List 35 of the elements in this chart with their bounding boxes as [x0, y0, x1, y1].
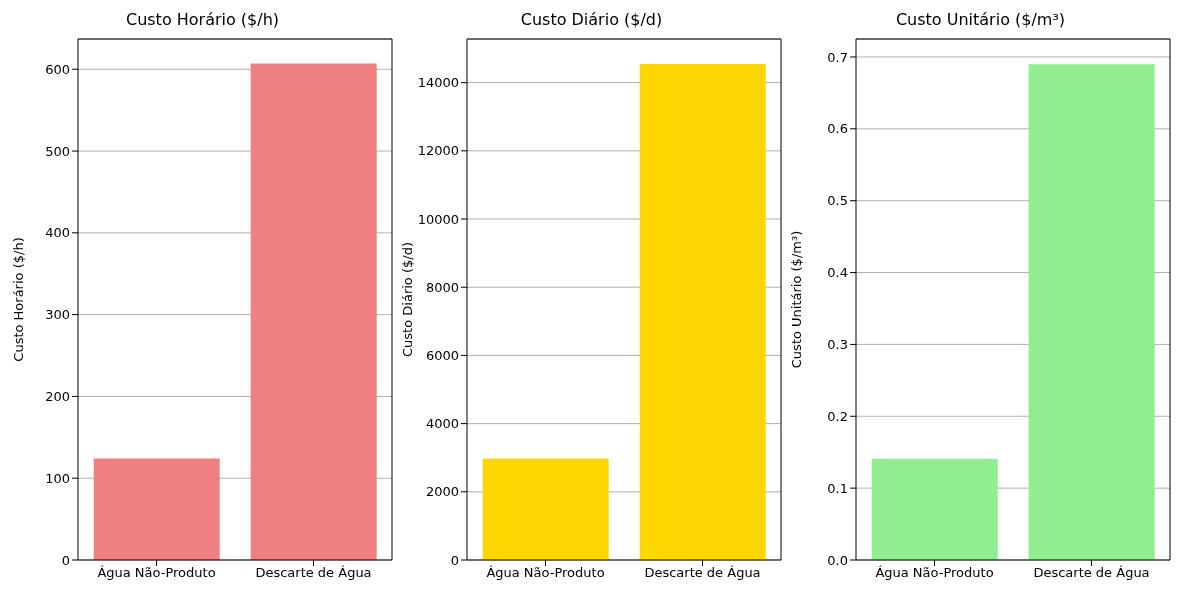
x-tick-label: Água Não-Produto: [486, 565, 605, 581]
y-tick-label: 0.5: [827, 193, 848, 209]
y-tick-label: 12000: [417, 143, 459, 159]
y-tick-label: 10000: [417, 211, 459, 227]
y-tick-label: 6000: [425, 348, 459, 364]
y-tick-label: 600: [45, 61, 70, 77]
y-tick-label: 0.2: [827, 408, 848, 424]
y-tick-label: 8000: [425, 279, 459, 295]
y-tick-label: 300: [45, 307, 70, 323]
y-tick-label: 2000: [425, 484, 459, 500]
y-tick-label: 200: [45, 389, 70, 405]
x-tick-label: Descarte de Água: [1033, 565, 1150, 581]
y-tick-label: 500: [45, 143, 70, 159]
chart-title: Custo Horário ($/h): [124, 9, 281, 31]
chart-title: Custo Unitário ($/m³): [894, 9, 1067, 31]
x-tick-label: Descarte de Água: [255, 565, 372, 581]
y-axis-title: Custo Diário ($/d): [399, 242, 415, 357]
chart-title: Custo Diário ($/d): [519, 9, 664, 31]
y-axis-title: Custo Unitário ($/m³): [788, 230, 804, 369]
y-tick-label: 0.4: [827, 265, 848, 281]
y-tick-label: 0.7: [827, 49, 848, 65]
y-axis-title: Custo Horário ($/h): [10, 237, 26, 362]
x-tick-label: Água Não-Produto: [97, 565, 216, 581]
y-tick-label: 0.3: [827, 337, 848, 353]
y-tick-label: 0.0: [827, 552, 848, 568]
y-tick-label: 0.1: [827, 480, 848, 496]
y-tick-label: 400: [45, 225, 70, 241]
x-tick-label: Descarte de Água: [644, 565, 761, 581]
y-tick-label: 0: [450, 552, 459, 568]
y-tick-label: 0: [61, 552, 70, 568]
y-tick-label: 0.6: [827, 121, 848, 137]
x-tick-label: Água Não-Produto: [875, 565, 994, 581]
y-tick-label: 100: [45, 470, 70, 486]
y-tick-label: 14000: [417, 75, 459, 91]
y-tick-label: 4000: [425, 416, 459, 432]
